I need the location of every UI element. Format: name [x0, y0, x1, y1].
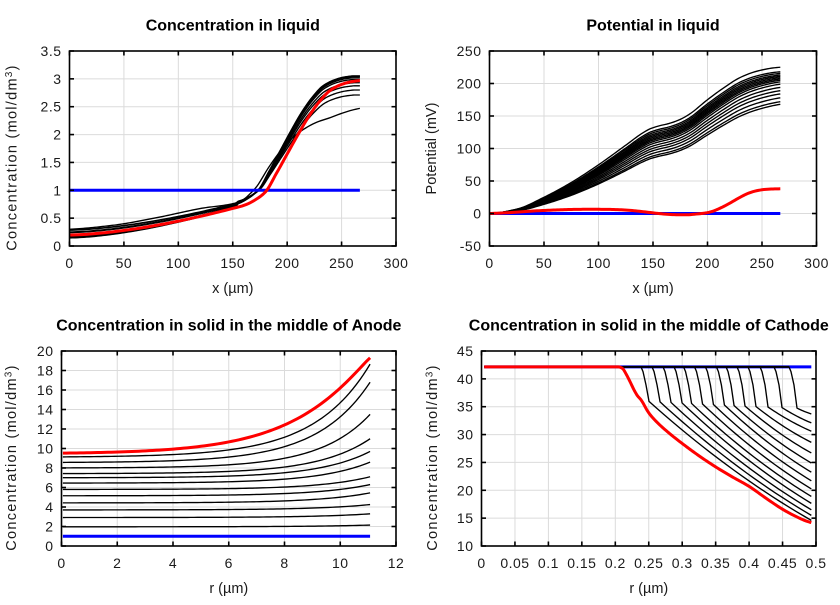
svg-text:15: 15: [457, 510, 474, 526]
svg-text:150: 150: [220, 255, 245, 271]
svg-text:2: 2: [113, 555, 121, 571]
svg-text:0.3: 0.3: [672, 555, 693, 571]
svg-text:45: 45: [457, 343, 474, 359]
svg-text:Concentration in liquid: Concentration in liquid: [146, 18, 320, 35]
svg-text:0: 0: [65, 255, 73, 271]
svg-text:35: 35: [457, 399, 474, 415]
svg-text:8: 8: [45, 460, 53, 476]
svg-text:4: 4: [169, 555, 177, 571]
svg-text:Concentration in solid in the: Concentration in solid in the middle of …: [469, 318, 829, 335]
svg-text:0.25: 0.25: [634, 555, 663, 571]
svg-text:300: 300: [804, 255, 829, 271]
svg-text:250: 250: [329, 255, 354, 271]
svg-text:0.05: 0.05: [500, 555, 529, 571]
svg-text:0: 0: [45, 538, 53, 554]
svg-text:20: 20: [37, 343, 54, 359]
svg-text:0.5: 0.5: [806, 555, 827, 571]
svg-text:-50: -50: [460, 238, 482, 254]
svg-text:r (µm): r (µm): [209, 581, 248, 597]
svg-text:300: 300: [384, 255, 409, 271]
svg-text:0.5: 0.5: [41, 210, 62, 226]
svg-text:0.45: 0.45: [768, 555, 797, 571]
svg-text:30: 30: [457, 427, 474, 443]
svg-text:0: 0: [473, 206, 481, 222]
svg-text:100: 100: [457, 141, 482, 157]
svg-text:0: 0: [477, 555, 485, 571]
svg-text:Concentration (mol/dm3): Concentration (mol/dm3): [4, 64, 21, 251]
svg-text:Potential in liquid: Potential in liquid: [586, 18, 719, 35]
svg-text:14: 14: [37, 402, 54, 418]
svg-text:0: 0: [57, 555, 65, 571]
svg-text:12: 12: [388, 555, 405, 571]
svg-text:Concentration in solid in the: Concentration in solid in the middle of …: [56, 318, 401, 335]
svg-text:3: 3: [53, 71, 61, 87]
svg-text:16: 16: [37, 382, 54, 398]
svg-text:12: 12: [37, 421, 54, 437]
svg-text:25: 25: [457, 454, 474, 470]
svg-text:50: 50: [116, 255, 133, 271]
svg-text:r (µm): r (µm): [629, 581, 668, 597]
svg-text:2: 2: [45, 519, 53, 535]
svg-text:100: 100: [166, 255, 191, 271]
svg-text:200: 200: [275, 255, 300, 271]
svg-text:10: 10: [457, 538, 474, 554]
svg-text:0: 0: [53, 238, 61, 254]
svg-text:20: 20: [457, 482, 474, 498]
svg-text:8: 8: [280, 555, 288, 571]
svg-text:6: 6: [225, 555, 233, 571]
svg-text:Concentration (mol/dm3): Concentration (mol/dm3): [425, 364, 442, 551]
svg-text:4: 4: [45, 499, 53, 515]
svg-text:0.35: 0.35: [701, 555, 730, 571]
svg-text:1.5: 1.5: [41, 154, 62, 170]
svg-text:2.5: 2.5: [41, 99, 62, 115]
svg-text:Concentration (mol/dm3): Concentration (mol/dm3): [4, 364, 21, 551]
svg-text:200: 200: [457, 76, 482, 92]
svg-text:40: 40: [457, 371, 474, 387]
svg-text:150: 150: [641, 255, 666, 271]
svg-text:x (µm): x (µm): [212, 281, 253, 297]
svg-text:150: 150: [457, 108, 482, 124]
svg-text:6: 6: [45, 480, 53, 496]
svg-text:50: 50: [465, 173, 482, 189]
svg-text:50: 50: [536, 255, 553, 271]
svg-text:250: 250: [457, 43, 482, 59]
svg-text:0.2: 0.2: [605, 555, 626, 571]
svg-text:Potential (mV): Potential (mV): [424, 103, 440, 195]
svg-text:100: 100: [586, 255, 611, 271]
svg-text:200: 200: [695, 255, 720, 271]
svg-text:x (µm): x (µm): [632, 281, 673, 297]
svg-text:10: 10: [332, 555, 349, 571]
svg-text:3.5: 3.5: [41, 43, 62, 59]
svg-text:10: 10: [37, 441, 54, 457]
svg-text:0.1: 0.1: [538, 555, 559, 571]
svg-text:0.15: 0.15: [567, 555, 596, 571]
svg-text:0: 0: [485, 255, 493, 271]
svg-text:250: 250: [750, 255, 775, 271]
svg-text:18: 18: [37, 363, 54, 379]
svg-text:2: 2: [53, 127, 61, 143]
svg-text:0.4: 0.4: [739, 555, 760, 571]
svg-text:1: 1: [53, 182, 61, 198]
